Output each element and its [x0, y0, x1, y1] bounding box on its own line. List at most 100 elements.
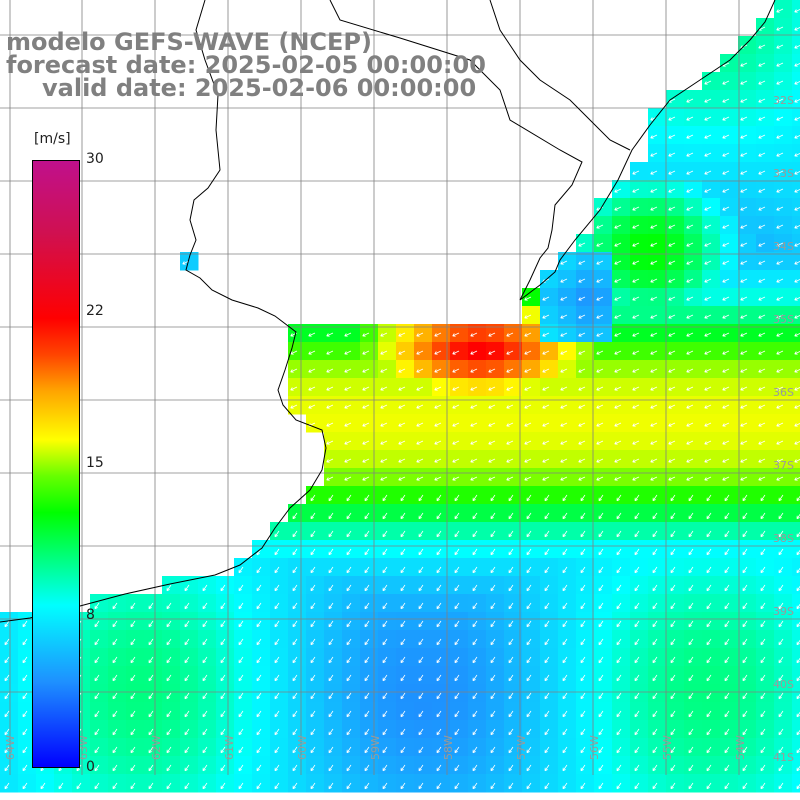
- wind-vector-arrow: [526, 656, 532, 664]
- wind-vector-arrow: [362, 404, 370, 409]
- wind-speed-cell: [630, 216, 649, 235]
- wind-vector-arrow: [722, 188, 730, 193]
- wind-vector-arrow: [292, 710, 298, 718]
- wind-vector-arrow: [454, 494, 460, 502]
- wind-vector-arrow: [614, 278, 622, 283]
- wind-speed-cell: [306, 360, 325, 379]
- wind-speed-cell: [720, 468, 739, 487]
- wind-vector-arrow: [560, 386, 568, 391]
- wind-speed-cell: [738, 468, 757, 487]
- wind-vector-arrow: [166, 674, 172, 682]
- wind-vector-arrow: [380, 458, 388, 463]
- wind-vector-arrow: [328, 566, 334, 574]
- wind-vector-arrow: [542, 314, 550, 319]
- wind-vector-arrow: [724, 656, 730, 664]
- wind-speed-cell: [648, 216, 667, 235]
- wind-vector-arrow: [724, 674, 730, 682]
- wind-vector-arrow: [490, 584, 496, 592]
- wind-vector-arrow: [670, 620, 676, 628]
- wind-vector-arrow: [454, 674, 460, 682]
- wind-vector-arrow: [544, 584, 550, 592]
- wind-speed-cell: [396, 378, 415, 397]
- wind-vector-arrow: [184, 584, 190, 592]
- wind-speed-cell: [504, 450, 523, 469]
- wind-vector-arrow: [670, 566, 676, 574]
- wind-vector-arrow: [580, 638, 586, 646]
- wind-vector-arrow: [560, 368, 568, 373]
- wind-vector-arrow: [758, 98, 766, 103]
- wind-vector-arrow: [400, 692, 406, 700]
- wind-vector-arrow: [220, 656, 226, 664]
- wind-speed-cell: [792, 684, 800, 703]
- wind-speed-cell: [540, 378, 559, 397]
- wind-vector-arrow: [686, 476, 694, 481]
- wind-vector-arrow: [470, 404, 478, 409]
- longitude-label: 60W: [296, 735, 309, 760]
- wind-vector-arrow: [598, 530, 604, 538]
- wind-vector-arrow: [22, 620, 28, 628]
- wind-speed-cell: [342, 468, 361, 487]
- wind-vector-arrow: [148, 692, 154, 700]
- wind-vector-arrow: [4, 620, 10, 628]
- wind-vector-arrow: [470, 476, 478, 481]
- wind-vector-arrow: [760, 710, 766, 718]
- wind-speed-cell: [756, 108, 775, 127]
- wind-vector-arrow: [382, 548, 388, 556]
- latitude-label: 32S: [773, 94, 794, 107]
- wind-vector-arrow: [202, 674, 208, 682]
- wind-speed-cell: [414, 342, 433, 361]
- wind-vector-arrow: [346, 710, 352, 718]
- wind-speed-cell: [576, 324, 595, 343]
- wind-vector-arrow: [490, 710, 496, 718]
- wind-vector-arrow: [758, 332, 766, 337]
- latitude-label: 33S: [773, 167, 794, 180]
- wind-vector-arrow: [508, 764, 514, 772]
- wind-speed-cell: [594, 306, 613, 325]
- wind-vector-arrow: [742, 602, 748, 610]
- wind-vector-arrow: [796, 621, 800, 628]
- wind-vector-arrow: [650, 422, 658, 427]
- wind-speed-cell: [774, 306, 793, 325]
- wind-speed-cell: [738, 270, 757, 289]
- wind-speed-cell: [504, 324, 523, 343]
- wind-speed-cell: [486, 468, 505, 487]
- latitude-label: 41S: [773, 751, 794, 764]
- wind-vector-arrow: [670, 656, 676, 664]
- wind-vector-arrow: [310, 530, 316, 538]
- wind-speed-cell: [612, 234, 631, 253]
- wind-speed-cell: [702, 108, 721, 127]
- wind-vector-arrow: [650, 170, 658, 175]
- wind-vector-arrow: [398, 404, 406, 409]
- wind-speed-cell: [666, 270, 685, 289]
- wind-vector-arrow: [760, 656, 766, 664]
- wind-vector-arrow: [578, 368, 586, 373]
- wind-vector-arrow: [544, 548, 550, 556]
- wind-vector-arrow: [776, 170, 784, 175]
- wind-speed-cell: [486, 342, 505, 361]
- wind-speed-cell: [720, 108, 739, 127]
- wind-vector-arrow: [598, 728, 604, 736]
- wind-speed-cell: [324, 342, 343, 361]
- wind-speed-cell: [324, 324, 343, 343]
- wind-vector-arrow: [290, 404, 298, 409]
- wind-vector-arrow: [328, 548, 334, 556]
- wind-vector-arrow: [472, 656, 478, 664]
- wind-vector-arrow: [652, 656, 658, 664]
- colorbar-tick-label: 30: [86, 151, 104, 167]
- wind-speed-cell: [648, 198, 667, 217]
- wind-vector-arrow: [616, 512, 622, 520]
- wind-vector-arrow: [274, 584, 280, 592]
- wind-vector-arrow: [688, 620, 694, 628]
- wind-vector-arrow: [364, 530, 370, 538]
- wind-speed-cell: [774, 252, 793, 271]
- wind-vector-arrow: [742, 656, 748, 664]
- wind-speed-cell: [666, 234, 685, 253]
- colorbar-tick-label: 0: [86, 759, 95, 775]
- wind-speed-cell: [306, 378, 325, 397]
- wind-vector-arrow: [362, 368, 370, 373]
- wind-vector-arrow: [652, 548, 658, 556]
- wind-vector-arrow: [344, 404, 352, 409]
- wind-vector-arrow: [292, 530, 298, 538]
- wind-vector-arrow: [472, 638, 478, 646]
- wind-vector-arrow: [434, 368, 442, 373]
